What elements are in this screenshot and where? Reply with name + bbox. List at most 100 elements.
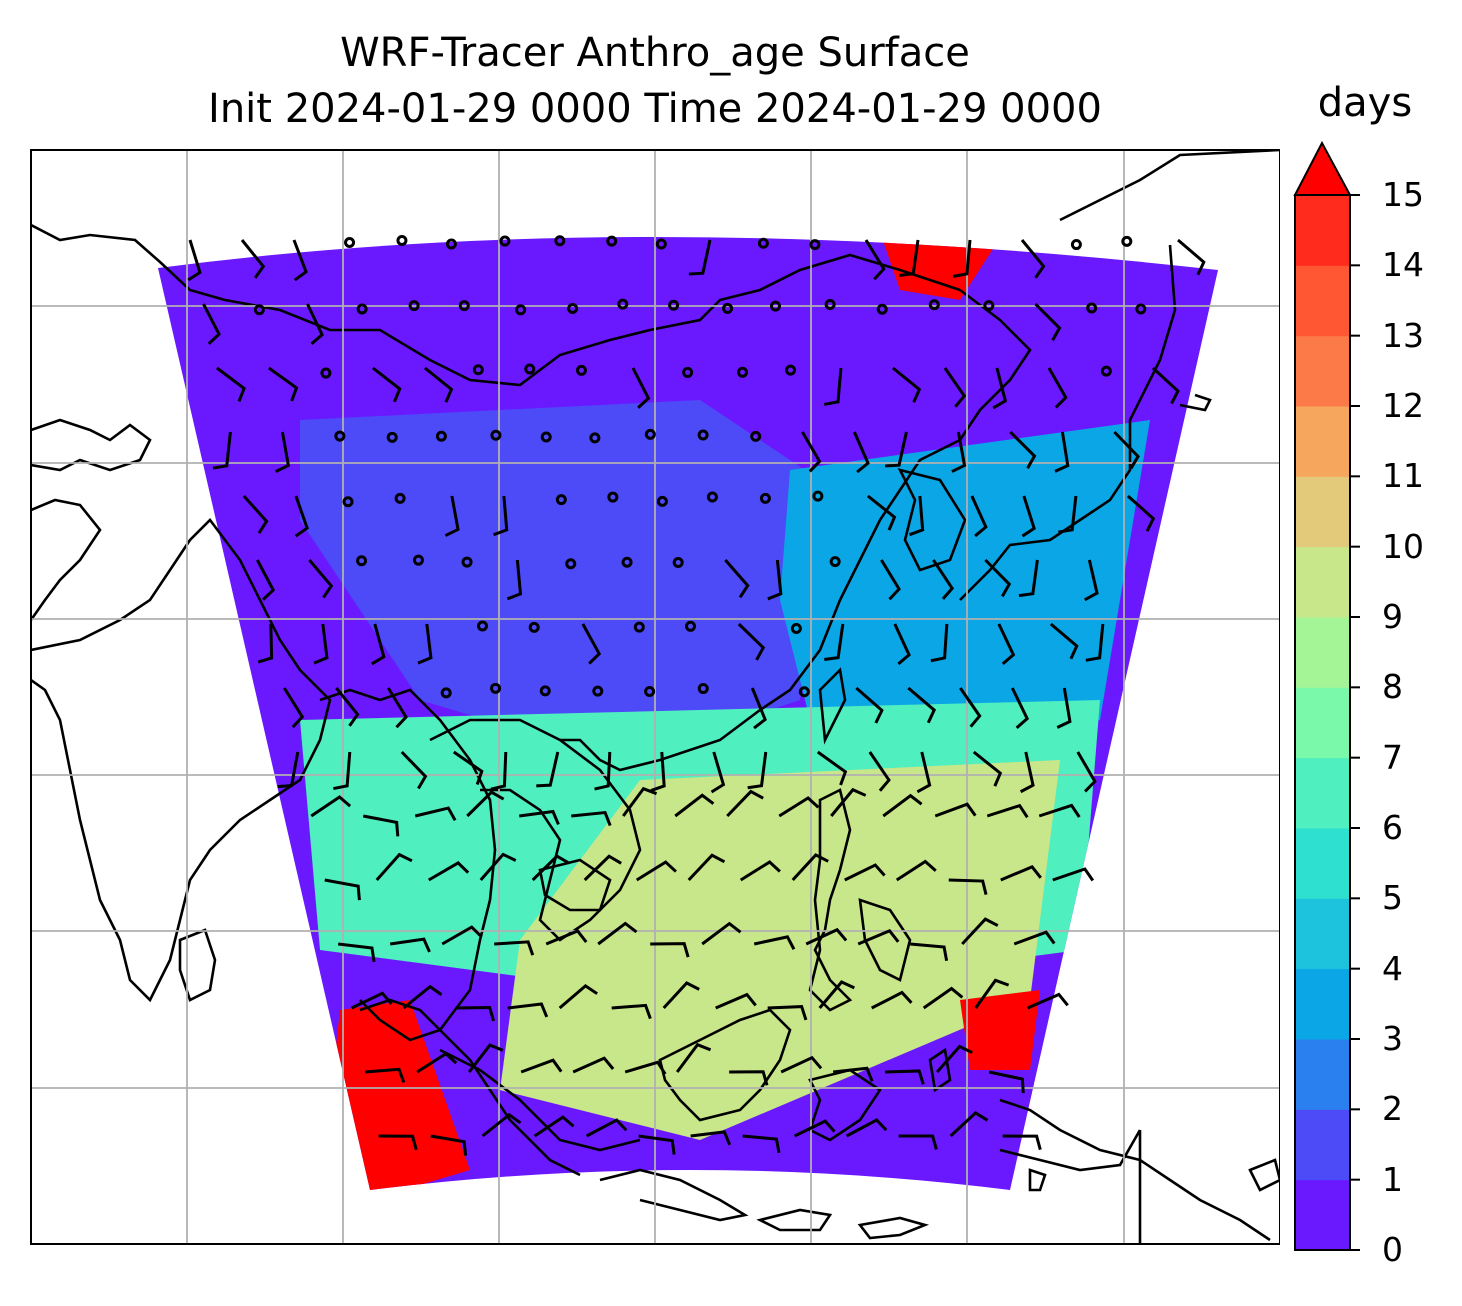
calm-circle bbox=[524, 363, 536, 375]
calm-circle bbox=[633, 621, 645, 633]
wind-barb bbox=[988, 1070, 1025, 1094]
wind-barb bbox=[984, 558, 1012, 598]
wind-barb bbox=[338, 942, 376, 963]
wind-barb bbox=[212, 431, 232, 470]
wind-barb bbox=[948, 878, 988, 895]
wind-barb bbox=[240, 239, 266, 279]
wind-barb bbox=[417, 623, 433, 665]
wind-barb bbox=[997, 623, 1016, 666]
colorbar-band bbox=[1295, 757, 1350, 829]
calm-circle bbox=[356, 303, 368, 315]
wind-barb bbox=[333, 751, 352, 791]
colorbar-band bbox=[1295, 1109, 1350, 1181]
wind-barb bbox=[1177, 238, 1206, 276]
wind-barb bbox=[893, 623, 911, 666]
calm-circle bbox=[461, 556, 473, 568]
wind-barb bbox=[845, 1118, 888, 1138]
wind-barb bbox=[494, 940, 535, 956]
colorbar-band bbox=[1295, 1179, 1350, 1251]
wind-barb bbox=[545, 929, 588, 946]
wind-barb bbox=[780, 1055, 823, 1074]
wind-barb bbox=[187, 239, 202, 282]
wind-barb bbox=[430, 1134, 468, 1156]
wind-barb bbox=[916, 751, 932, 794]
wind-barb bbox=[1021, 495, 1036, 538]
map-frame bbox=[30, 149, 1280, 1245]
wind-barb bbox=[1000, 865, 1042, 882]
wind-barb bbox=[1056, 687, 1072, 729]
wind-barb bbox=[952, 239, 972, 278]
wind-barb bbox=[467, 1043, 504, 1073]
wind-barb bbox=[1038, 803, 1081, 818]
calm-circle bbox=[876, 303, 888, 315]
colorbar-tick-label: 11 bbox=[1382, 456, 1424, 496]
calm-circle bbox=[682, 366, 694, 378]
calm-circle bbox=[668, 299, 680, 311]
wind-barb bbox=[951, 431, 967, 473]
wind-barb bbox=[747, 751, 768, 790]
wind-barb bbox=[949, 1111, 989, 1138]
colorbar-tick-label: 4 bbox=[1382, 948, 1403, 988]
colorbar-band bbox=[1295, 476, 1350, 548]
wind-barb bbox=[818, 980, 855, 1009]
wind-barb bbox=[1018, 559, 1039, 598]
wind-barb bbox=[1027, 992, 1069, 1010]
calm-circle bbox=[697, 683, 709, 695]
colorbar-tick-label: 12 bbox=[1382, 386, 1424, 425]
wind-barb bbox=[675, 1042, 712, 1073]
calm-circle bbox=[528, 621, 540, 633]
wind-barb bbox=[972, 750, 1003, 787]
colorbar-tick-label: 2 bbox=[1382, 1089, 1403, 1129]
calm-circle bbox=[621, 556, 633, 568]
wind-barb bbox=[387, 687, 408, 729]
field-region-pacific-edge bbox=[960, 990, 1040, 1070]
wind-barb bbox=[351, 991, 393, 1010]
wind-barb bbox=[1113, 430, 1140, 470]
wind-barb bbox=[277, 751, 300, 789]
wind-barb bbox=[283, 687, 305, 729]
calm-circle bbox=[672, 556, 684, 568]
wind-barb bbox=[1047, 367, 1068, 409]
colorbar-band bbox=[1295, 687, 1350, 759]
wind-barb bbox=[268, 366, 299, 402]
wind-barb bbox=[959, 687, 982, 728]
calm-circle bbox=[490, 429, 502, 441]
calm-circle bbox=[644, 686, 656, 698]
colorbar-band bbox=[1295, 828, 1350, 899]
calm-circle bbox=[1100, 365, 1112, 377]
wind-barb bbox=[823, 367, 843, 406]
wind-barb bbox=[308, 559, 334, 599]
calm-circle bbox=[472, 364, 484, 376]
colorbar-tick-label: 3 bbox=[1382, 1019, 1403, 1058]
wind-barb bbox=[885, 1069, 925, 1085]
colorbar-tick-label: 0 bbox=[1382, 1230, 1403, 1269]
calm-circle bbox=[606, 235, 618, 247]
wind-barb bbox=[310, 795, 352, 818]
calm-circle bbox=[1121, 235, 1133, 247]
calm-circle bbox=[697, 429, 709, 441]
wind-barb bbox=[936, 1044, 973, 1073]
wind-barb bbox=[824, 623, 845, 662]
wind-barb bbox=[895, 859, 937, 882]
calm-circle bbox=[759, 492, 771, 504]
wind-barb bbox=[726, 789, 764, 818]
wind-barb bbox=[793, 1119, 836, 1138]
wind-barb bbox=[1058, 495, 1078, 534]
wind-barb bbox=[455, 1006, 496, 1022]
wind-barb bbox=[737, 622, 766, 661]
wind-barb bbox=[597, 921, 638, 946]
calm-circle bbox=[435, 430, 447, 442]
wind-barb bbox=[880, 559, 901, 601]
wind-barb bbox=[1020, 239, 1046, 279]
wind-barb bbox=[324, 878, 361, 901]
wind-barb bbox=[908, 495, 925, 537]
calm-circle bbox=[928, 299, 940, 311]
wind-barb bbox=[750, 687, 767, 730]
calm-circle bbox=[356, 555, 368, 567]
calm-circle bbox=[555, 494, 567, 506]
wind-barb bbox=[816, 750, 848, 786]
colorbar-tick-label: 5 bbox=[1382, 878, 1403, 918]
calm-circle bbox=[829, 556, 841, 568]
wind-barb bbox=[506, 559, 523, 601]
wind-barb bbox=[571, 810, 612, 827]
